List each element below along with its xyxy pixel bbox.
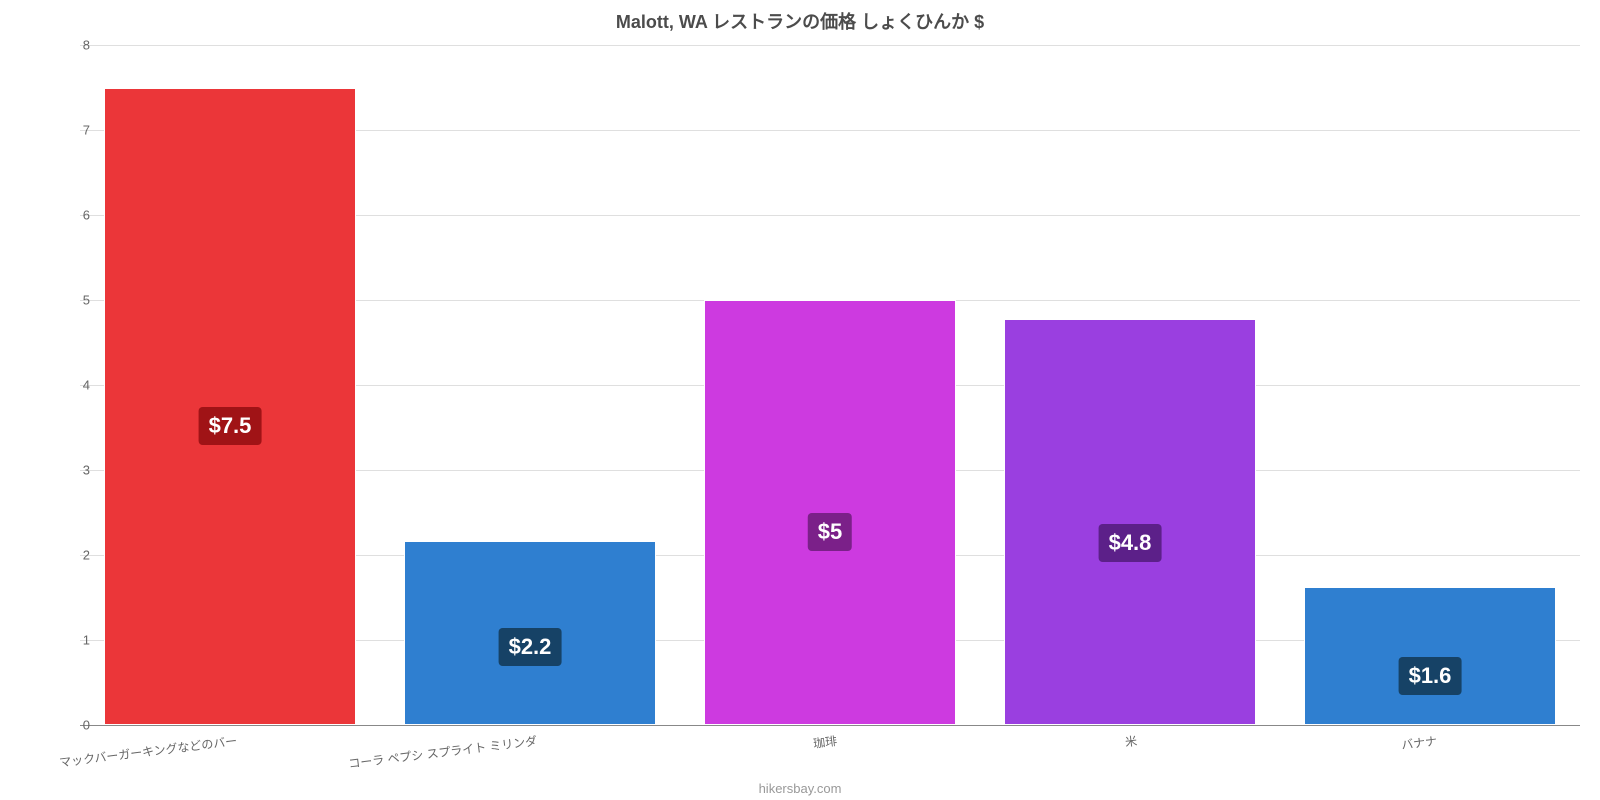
x-tick-label: コーラ ペプシ スプライト ミリンダ (347, 732, 538, 772)
gridline (80, 45, 1580, 46)
y-tick-label: 0 (50, 718, 90, 733)
y-tick-label: 6 (50, 208, 90, 223)
y-tick-label: 4 (50, 378, 90, 393)
value-badge: $2.2 (499, 628, 562, 666)
x-axis-line (80, 725, 1580, 726)
y-tick-label: 7 (50, 123, 90, 138)
x-tick-label: 米 (1124, 732, 1138, 750)
chart-title: Malott, WA レストランの価格 しょくひんか $ (0, 8, 1600, 34)
x-tick-label: マックバーガーキングなどのバー (58, 732, 238, 771)
y-tick-label: 5 (50, 293, 90, 308)
x-tick-label: バナナ (1400, 732, 1438, 753)
value-badge: $1.6 (1399, 657, 1462, 695)
bar (1004, 319, 1256, 725)
price-bar-chart: Malott, WA レストランの価格 しょくひんか $ $7.5$2.2$5$… (0, 0, 1600, 800)
value-badge: $4.8 (1099, 524, 1162, 562)
plot-area: $7.5 $2.2 $5 $4.8 $1.6 (80, 45, 1580, 725)
y-tick-label: 2 (50, 548, 90, 563)
y-tick-label: 1 (50, 633, 90, 648)
attribution-text: hikersbay.com (0, 781, 1600, 796)
x-tick-label: 珈琲 (812, 732, 838, 752)
value-badge: $5 (808, 513, 852, 551)
y-tick-label: 8 (50, 38, 90, 53)
y-tick-label: 3 (50, 463, 90, 478)
value-badge: $7.5 (199, 407, 262, 445)
